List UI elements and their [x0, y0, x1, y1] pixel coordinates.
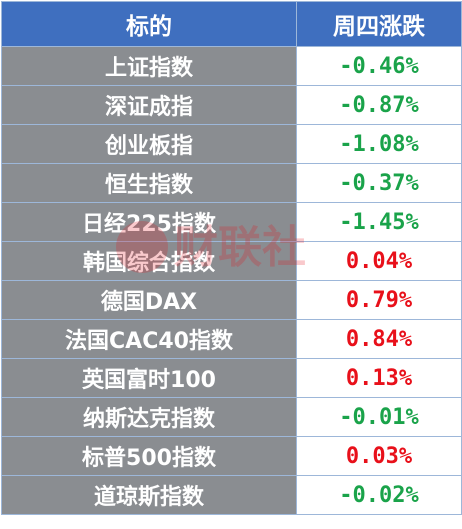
- table-row: 韩国综合指数 0.04%: [1, 241, 462, 281]
- index-name-cell: 纳斯达克指数: [1, 397, 297, 437]
- index-name-cell: 日经225指数: [1, 202, 297, 242]
- table-row: 道琼斯指数 -0.02%: [1, 475, 462, 515]
- index-change-cell: -0.02%: [296, 475, 462, 515]
- table-row: 深证成指 -0.87%: [1, 85, 462, 125]
- table-row: 恒生指数 -0.37%: [1, 163, 462, 203]
- index-name-cell: 上证指数: [1, 46, 297, 86]
- index-change-cell: -1.08%: [296, 124, 462, 164]
- table-row: 法国CAC40指数 0.84%: [1, 319, 462, 359]
- index-name-cell: 德国DAX: [1, 280, 297, 320]
- table-row: 日经225指数 -1.45%: [1, 202, 462, 242]
- index-name-cell: 韩国综合指数: [1, 241, 297, 281]
- header-change: 周四涨跌: [296, 1, 462, 47]
- index-change-cell: 0.04%: [296, 241, 462, 281]
- index-name-cell: 恒生指数: [1, 163, 297, 203]
- table-row: 纳斯达克指数 -0.01%: [1, 397, 462, 437]
- index-change-cell: 0.79%: [296, 280, 462, 320]
- table-row: 创业板指 -1.08%: [1, 124, 462, 164]
- table-body: 标的 周四涨跌 上证指数 -0.46% 深证成指 -0.87% 创业板指 -1.08% 恒生…: [1, 1, 462, 515]
- index-name-cell: 道琼斯指数: [1, 475, 297, 515]
- table-row: 英国富时100 0.13%: [1, 358, 462, 398]
- index-change-cell: -0.87%: [296, 85, 462, 125]
- index-name-cell: 法国CAC40指数: [1, 319, 297, 359]
- table-header-row: 标的 周四涨跌: [1, 1, 462, 47]
- table-row: 上证指数 -0.46%: [1, 46, 462, 86]
- index-name-cell: 英国富时100: [1, 358, 297, 398]
- index-change-cell: -0.46%: [296, 46, 462, 86]
- market-change-table: 标的 周四涨跌 上证指数 -0.46% 深证成指 -0.87% 创业板指 -1.08% 恒生…: [1, 1, 462, 515]
- index-change-cell: -0.37%: [296, 163, 462, 203]
- index-name-cell: 标普500指数: [1, 436, 297, 476]
- index-name-cell: 创业板指: [1, 124, 297, 164]
- table-row: 标普500指数 0.03%: [1, 436, 462, 476]
- index-change-cell: 0.13%: [296, 358, 462, 398]
- header-name: 标的: [1, 1, 297, 47]
- index-change-cell: -0.01%: [296, 397, 462, 437]
- index-change-cell: -1.45%: [296, 202, 462, 242]
- index-change-cell: 0.84%: [296, 319, 462, 359]
- index-change-cell: 0.03%: [296, 436, 462, 476]
- index-name-cell: 深证成指: [1, 85, 297, 125]
- table-row: 德国DAX 0.79%: [1, 280, 462, 320]
